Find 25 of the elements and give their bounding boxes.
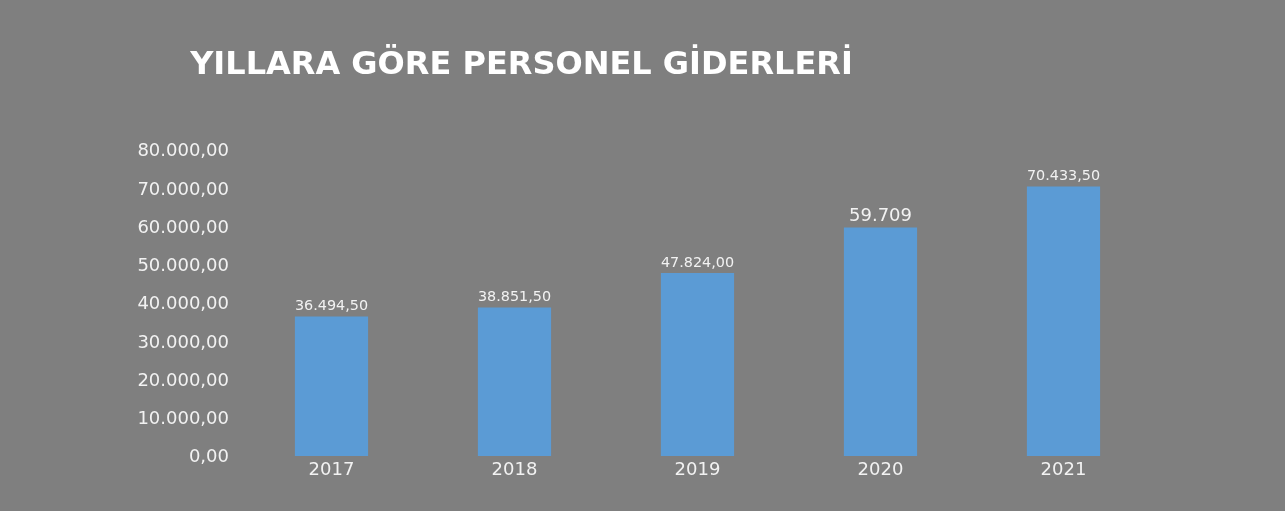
y-tick-label: 50.000,00 — [137, 254, 229, 276]
bar — [477, 307, 552, 456]
x-tick-label: 2018 — [491, 458, 538, 479]
x-tick-label: 2017 — [308, 458, 355, 479]
y-tick-label: 70.000,00 — [137, 177, 229, 199]
y-tick-label: 30.000,00 — [137, 330, 229, 352]
x-tick-label: 2021 — [1040, 458, 1087, 479]
y-tick-label: 20.000,00 — [137, 368, 229, 390]
data-label: 47.824,00 — [660, 253, 735, 270]
chart-title: YILLARA GÖRE PERSONEL GİDERLERİ — [189, 43, 853, 82]
bar — [294, 316, 369, 456]
y-tick-label: 60.000,00 — [137, 215, 229, 237]
x-tick-label: 2019 — [674, 458, 721, 479]
y-tick-label: 10.000,00 — [137, 407, 229, 429]
bar — [660, 273, 735, 456]
data-label: 70.433,50 — [1026, 167, 1101, 184]
data-label: 59.709 — [849, 203, 912, 225]
y-tick-label: 0,00 — [188, 445, 229, 467]
data-label: 38.851,50 — [477, 288, 552, 305]
x-tick-label: 2020 — [857, 458, 904, 479]
bar — [843, 227, 918, 456]
y-tick-label: 40.000,00 — [137, 292, 229, 314]
data-label: 36.494,50 — [294, 297, 369, 314]
y-tick-label: 80.000,00 — [137, 139, 229, 161]
bar — [1026, 186, 1101, 456]
